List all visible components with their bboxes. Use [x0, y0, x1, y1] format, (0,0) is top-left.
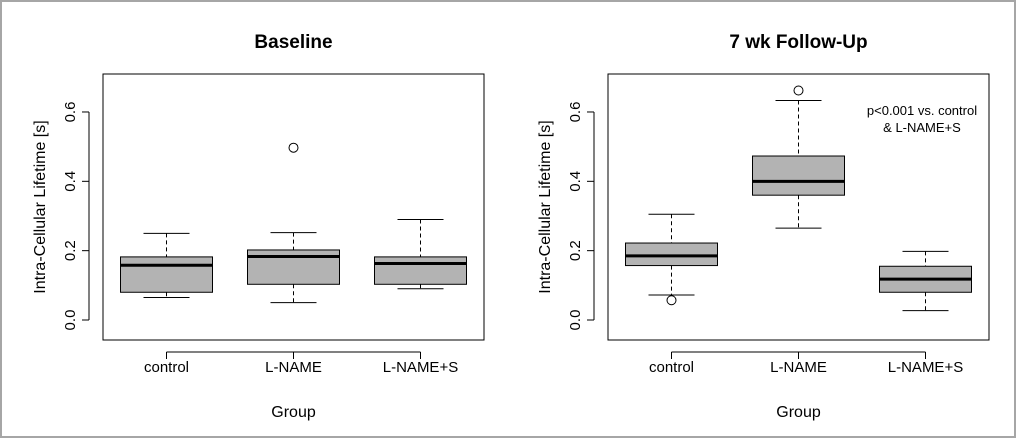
plot-border	[607, 73, 990, 341]
box-iqr	[120, 256, 213, 293]
x-tick-label: L-NAME	[265, 359, 322, 376]
x-tick-label: L-NAME+S	[888, 359, 963, 376]
annotation-text: p<0.001 vs. control	[867, 103, 977, 118]
box-L-NAME+S	[374, 218, 467, 290]
y-axis-label: Intra-Cellular Lifetime [s]	[32, 120, 49, 293]
box-L-NAME	[752, 85, 845, 229]
box-iqr	[625, 242, 718, 267]
chart-panel-2: 7 wk Follow-Up 0.0 0.2 0.4 0.6 Intra-Cellular…	[537, 32, 990, 421]
y-tick-label: 0.4	[62, 171, 79, 192]
box-iqr	[752, 155, 845, 196]
outlier-point	[288, 142, 299, 153]
box-L-NAME+S	[879, 250, 972, 312]
chart-panel-1: Baseline 0.0 0.2 0.4 0.6 Intra-Cellular Lifet…	[32, 32, 485, 421]
y-tick-label: 0.0	[62, 310, 79, 331]
y-tick-label: 0.6	[62, 102, 79, 123]
plot-border	[102, 73, 485, 341]
x-axis-label: Group	[271, 404, 316, 421]
box-control	[625, 213, 718, 306]
outlier-point	[793, 85, 804, 96]
box-control	[120, 232, 213, 298]
annotation-text: & L-NAME+S	[883, 120, 961, 135]
box-iqr	[374, 256, 467, 285]
x-tick-label: L-NAME+S	[383, 359, 458, 376]
chart-title: 7 wk Follow-Up	[729, 32, 867, 53]
x-tick-label: control	[649, 359, 694, 376]
chart-title: Baseline	[254, 32, 332, 53]
outlier-point	[666, 295, 677, 306]
box-L-NAME	[247, 142, 340, 304]
y-tick-label: 0.6	[567, 102, 584, 123]
y-tick-label: 0.2	[62, 240, 79, 261]
x-tick-label: control	[144, 359, 189, 376]
x-tick-label: L-NAME	[770, 359, 827, 376]
y-tick-label: 0.0	[567, 310, 584, 331]
y-axis-label: Intra-Cellular Lifetime [s]	[537, 120, 554, 293]
x-axis-label: Group	[776, 404, 821, 421]
y-tick-label: 0.4	[567, 171, 584, 192]
y-tick-label: 0.2	[567, 240, 584, 261]
